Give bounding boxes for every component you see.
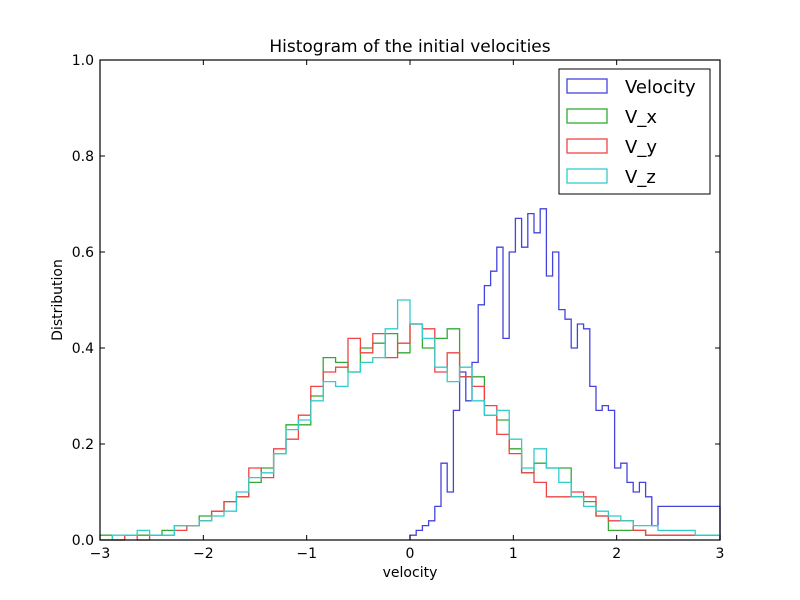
series-v-x-step	[99, 323, 721, 541]
legend-label-v-x: V_x	[625, 107, 657, 128]
tick-layer: −3 −2 −1 0 1 2 3 0.0 0.2 0.4 0.6 0.8 1.0	[72, 53, 725, 562]
y-axis-label: Distribution	[50, 259, 66, 341]
x-tick-label: 1	[509, 546, 518, 562]
y-tick-label: 0.4	[72, 341, 94, 357]
y-tick-label: 1.0	[72, 53, 94, 69]
y-tick-label: 0.6	[72, 245, 94, 261]
x-axis-label: velocity	[383, 565, 438, 581]
x-tick-label: 0	[406, 546, 415, 562]
legend-swatch-v-z	[566, 168, 608, 184]
y-tick-label: 0.2	[72, 437, 94, 453]
x-tick-label: 2	[612, 546, 621, 562]
legend-swatch-v-y	[566, 138, 608, 154]
chart-title: Histogram of the initial velocities	[269, 37, 550, 57]
series-v-z-step	[100, 299, 721, 541]
legend-label-v-y: V_y	[625, 137, 657, 158]
legend-swatch-v-x	[566, 108, 608, 124]
y-tick-label: 0.8	[72, 149, 94, 165]
x-tick-label: −1	[296, 546, 317, 562]
y-tick-label: 0.0	[72, 533, 94, 549]
series-velocity-step	[409, 208, 721, 540]
legend-box	[558, 68, 711, 195]
x-tick-label: 3	[716, 546, 725, 562]
x-tick-label: −2	[193, 546, 214, 562]
series-layer	[99, 208, 721, 541]
x-tick-label: −3	[90, 546, 111, 562]
legend-label-v-z: V_z	[625, 167, 656, 188]
legend-label-velocity: Velocity	[625, 77, 696, 98]
legend: Velocity V_x V_y V_z	[558, 68, 711, 195]
legend-swatch-velocity	[566, 78, 608, 94]
